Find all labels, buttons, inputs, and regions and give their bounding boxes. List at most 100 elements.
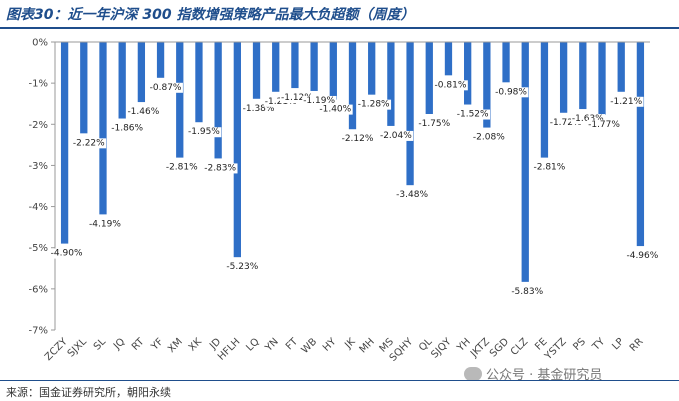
data-label-background [164,162,200,173]
data-label-background [241,103,276,114]
data-label: -1.12% [281,93,313,103]
bar-sjqy [444,42,453,76]
data-label-background [510,286,545,297]
bar-sl [99,42,107,215]
x-tick-label: LP [610,336,626,352]
bar-hy [329,42,337,100]
data-label-background [378,130,414,141]
bar-jd [214,42,222,159]
bar-zczy [60,42,69,244]
x-tick-label: ZCZY [43,336,70,363]
x-tick-label: HFLH [216,336,242,362]
data-label: -1.28% [358,100,390,110]
bar-jktz [483,42,491,128]
y-tick-label: -7% [29,326,48,337]
bar-ystz [559,42,568,113]
data-label: -1.52% [457,110,489,120]
bar-clz [521,42,529,282]
x-tick-label: SJXL [66,336,89,359]
data-label-background [471,132,507,143]
data-label: -1.38% [243,104,275,114]
data-label: -1.86% [111,124,143,134]
data-label: -1.46% [127,107,159,117]
data-label: -1.95% [188,127,220,137]
bar-ft [291,42,299,89]
bar-chart: 0% -1% -2% -3% -4% -5% -6% -7% -4.90% -2.22% -4.1… [29,38,660,364]
x-tick-label: SQHY [388,336,416,364]
data-label-background [548,117,583,128]
data-label-background [302,95,337,106]
data-label: -1.19% [303,96,335,106]
x-tick-label: JKTZ [468,336,492,360]
data-label: -1.77% [588,120,620,130]
data-label-background [340,134,375,145]
data-label-background [318,104,353,115]
data-label-background [110,123,145,134]
bar-lp [617,42,625,92]
data-label: -2.12% [342,134,374,144]
x-tick-label: YN [263,336,281,354]
data-label: -3.48% [396,190,428,200]
source-note: 来源：国金证券研究所，朝阳永续 [6,386,171,399]
data-label-background [88,219,123,230]
data-label-background [609,96,644,107]
data-labels: -4.90% -2.22% -4.19% -1.86% -1.46% -0.87% -2.8… [49,80,660,297]
data-label-background [455,109,491,120]
data-label: -2.08% [473,133,505,143]
bottom-rule [0,380,679,381]
data-label-background [356,99,392,110]
y-tick-label: -1% [29,79,48,90]
bar-rr [636,42,645,247]
bar-sjxl [80,42,88,134]
bar-rt [137,42,146,103]
title-bar: 图表30：近一年沪深 300 指数增强策略产品最大负超额（周度） [0,0,679,30]
x-tick-label: HY [321,336,339,354]
x-tick-label: JK [342,336,358,352]
x-tick-label: RT [130,336,147,353]
bars [60,42,645,282]
data-label: -0.81% [435,80,467,90]
watermark: 公众号 · 基金研究员 [464,364,602,383]
bar-xk [195,42,203,123]
bar-yf [156,42,165,78]
x-tick-label: PS [571,336,588,353]
bar-xm [176,42,184,158]
bar-hflh [233,42,241,258]
data-label-background [625,251,660,262]
bar-lq [252,42,261,99]
data-label: -5.83% [511,287,543,297]
data-label-background [570,114,606,125]
data-label: -2.81% [166,163,198,173]
data-label-background [433,80,468,91]
bar-yh [464,42,472,105]
wechat-icon [464,367,482,381]
y-tick-label: -3% [29,161,48,172]
bar-yn [272,42,280,92]
bar-ms [387,42,395,126]
x-tick-label: RR [628,336,646,354]
data-label: -4.19% [89,219,121,229]
x-tick-label: SL [92,336,109,353]
data-label: -5.23% [226,262,258,272]
data-label-background [148,82,183,93]
data-label-background [71,138,107,149]
data-label: -1.72% [550,118,582,128]
x-tick-label: YSTZ [542,336,569,363]
data-label-background [417,119,452,129]
data-label: -2.81% [534,163,566,173]
data-label-background [225,262,260,273]
y-tick-label: -2% [29,120,48,131]
data-label-background [49,248,84,259]
y-axis: 0% -1% -2% -3% -4% -5% -6% -7% [29,38,56,337]
data-label: -1.75% [418,119,450,129]
bar-ty [598,42,606,115]
bar-jk [348,42,357,130]
bar-wb [310,42,318,91]
data-label-background [532,162,567,173]
data-label-background [187,127,222,138]
y-tick-label: -6% [29,284,48,295]
data-label: -1.21% [610,97,642,107]
data-label: -0.98% [495,87,527,97]
x-tick-label: LQ [244,336,261,353]
